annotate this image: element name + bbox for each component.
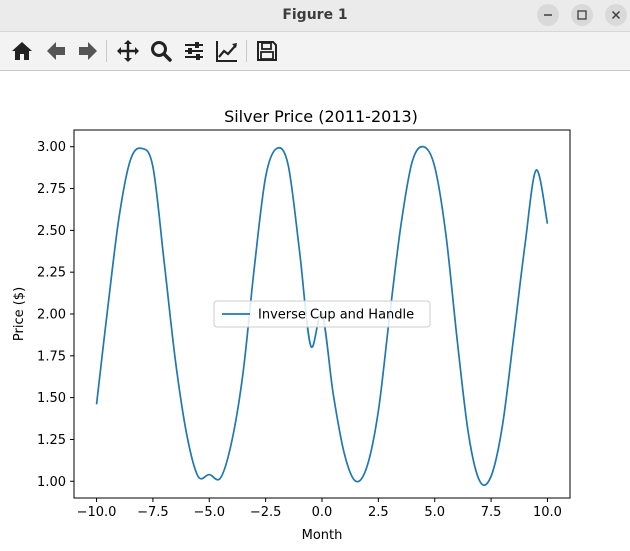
toolbar (0, 32, 630, 71)
edit-axes-button[interactable] (212, 36, 242, 66)
forward-arrow-icon (79, 42, 97, 60)
pan-icon (117, 40, 139, 62)
back-button[interactable] (41, 36, 71, 66)
y-tick-label: 2.00 (37, 308, 66, 323)
y-tick-label: 1.75 (37, 349, 66, 364)
save-button[interactable] (252, 36, 282, 66)
x-tick-label: −10.0 (77, 505, 117, 520)
legend-label: Inverse Cup and Handle (258, 308, 414, 323)
toolbar-separator (106, 40, 107, 62)
edit-axes-icon (216, 41, 237, 62)
plot-area: −10.0 −7.5 −5.0 −2.5 0.0 2.5 5.0 7.5 10.0 1.00 1.2… (37, 129, 571, 520)
y-tick-label: 2.25 (37, 266, 66, 281)
home-button[interactable] (7, 36, 37, 66)
y-tick-label: 1.25 (37, 433, 66, 448)
save-icon (257, 41, 277, 61)
x-tick-label: 10.0 (533, 505, 562, 520)
home-icon (12, 42, 32, 60)
zoom-icon (151, 41, 172, 62)
x-tick-label: −2.5 (250, 505, 282, 520)
y-tick-label: 2.75 (37, 182, 66, 197)
legend-box (213, 300, 431, 328)
back-arrow-icon (47, 42, 65, 60)
minimize-button[interactable] (537, 4, 559, 26)
title-bar: Figure 1 (0, 0, 630, 32)
pan-button[interactable] (113, 36, 143, 66)
y-tick-label: 2.50 (37, 224, 66, 239)
close-icon (611, 10, 621, 20)
zoom-button[interactable] (146, 36, 176, 66)
x-tick-label: 2.5 (368, 505, 389, 520)
y-tick-label: 1.50 (37, 391, 66, 406)
x-axis-label: Month (302, 528, 343, 543)
maximize-icon (577, 10, 587, 20)
chart-title: Silver Price (2011-2013) (224, 107, 418, 126)
forward-button[interactable] (73, 36, 103, 66)
close-button[interactable] (605, 4, 627, 26)
configure-subplots-button[interactable] (179, 36, 209, 66)
minimize-icon (544, 14, 552, 16)
x-tick-label: 5.0 (424, 505, 445, 520)
toolbar-separator (246, 40, 247, 62)
figure-canvas[interactable]: Silver Price (2011-2013) −10.0 −7.5 −5.0 −2… (0, 71, 630, 547)
window-title: Figure 1 (282, 7, 348, 23)
y-tick-label: 1.00 (37, 475, 66, 490)
chart: Silver Price (2011-2013) −10.0 −7.5 −5.0 −2… (12, 107, 571, 543)
x-tick-label: 7.5 (481, 505, 502, 520)
y-tick-label: 3.00 (37, 140, 66, 155)
maximize-button[interactable] (571, 4, 593, 26)
y-axis-label: Price ($) (12, 287, 27, 341)
x-tick-label: −7.5 (137, 505, 169, 520)
x-tick-label: 0.0 (312, 505, 333, 520)
configure-subplots-icon (185, 42, 203, 60)
x-tick-label: −5.0 (193, 505, 225, 520)
